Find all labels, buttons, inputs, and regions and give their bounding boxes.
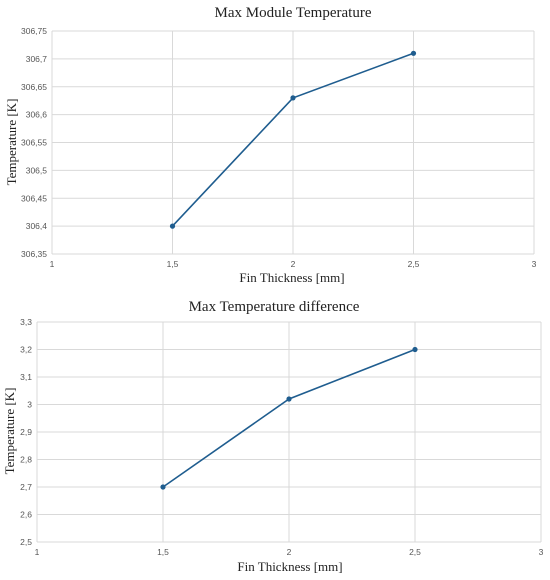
x-tick-label: 2,5 (408, 259, 420, 269)
x-tick-label: 2 (291, 259, 296, 269)
ticks-layer: 306,35 306,4 306,45 306,5 306,55 306,6 306,65 3… (21, 26, 537, 269)
x-tick-label: 1 (50, 259, 55, 269)
grid-layer (36, 321, 542, 543)
series-layer (169, 50, 417, 229)
y-tick-label: 2,7 (20, 482, 32, 492)
y-tick-label: 3 (27, 400, 32, 410)
y-tick-label: 3,3 (20, 317, 32, 327)
x-tick-label: 3 (532, 259, 537, 269)
y-tick-label: 306,6 (26, 110, 48, 120)
data-point (160, 484, 166, 490)
y-tick-label: 306,35 (21, 249, 47, 259)
y-tick-label: 306,7 (26, 54, 48, 64)
y-tick-label: 2,8 (20, 455, 32, 465)
data-point (169, 223, 176, 229)
y-tick-label: 306,4 (26, 221, 48, 231)
y-tick-label: 3,1 (20, 372, 32, 382)
grid-layer (51, 30, 535, 255)
y-tick-label: 306,45 (21, 193, 47, 203)
y-tick-label: 2,9 (20, 427, 32, 437)
x-tick-label: 2,5 (409, 547, 421, 557)
y-tick-label: 306,65 (21, 82, 47, 92)
ticks-layer: 2,5 2,6 2,7 2,8 2,9 3 3,1 3,2 3,3 1 1,5 2 2,5 3 (20, 317, 543, 557)
chart-max-module-temperature: Max Module Temperature Fin Thickness [mm… (4, 5, 537, 285)
y-tick-label: 2,6 (20, 510, 32, 520)
x-axis-label: Fin Thickness [mm] (237, 559, 342, 574)
data-point (410, 50, 417, 56)
x-tick-label: 1,5 (167, 259, 179, 269)
x-tick-label: 1,5 (157, 547, 169, 557)
y-tick-label: 306,75 (21, 26, 47, 36)
y-axis-label: Temperature [K] (2, 388, 17, 475)
chart-max-temperature-difference: Max Temperature difference Fin Thickness… (2, 299, 544, 574)
x-tick-label: 1 (35, 547, 40, 557)
y-tick-label: 306,55 (21, 138, 47, 148)
data-point (412, 346, 418, 353)
series-layer (160, 346, 418, 490)
y-tick-label: 3,2 (20, 345, 32, 355)
y-tick-label: 2,5 (20, 537, 32, 547)
data-point (290, 95, 296, 101)
x-tick-label: 3 (539, 547, 544, 557)
data-point (286, 396, 292, 402)
y-axis-label: Temperature [K] (4, 99, 19, 186)
x-tick-label: 2 (287, 547, 292, 557)
chart-title: Max Temperature difference (189, 299, 360, 315)
chart-title: Max Module Temperature (215, 5, 372, 21)
x-axis-label: Fin Thickness [mm] (239, 270, 344, 285)
y-tick-label: 306,5 (26, 165, 48, 175)
